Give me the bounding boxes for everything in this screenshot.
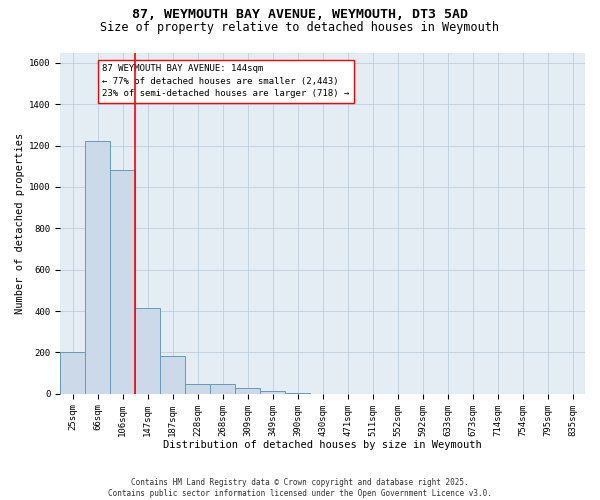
Bar [185,384,210,394]
Bar [85,142,110,394]
Y-axis label: Number of detached properties: Number of detached properties [15,132,25,314]
Text: Size of property relative to detached houses in Weymouth: Size of property relative to detached ho… [101,21,499,34]
Text: Contains HM Land Registry data © Crown copyright and database right 2025.
Contai: Contains HM Land Registry data © Crown c… [108,478,492,498]
Bar [285,393,310,394]
Bar [160,356,185,394]
Text: 87, WEYMOUTH BAY AVENUE, WEYMOUTH, DT3 5AD: 87, WEYMOUTH BAY AVENUE, WEYMOUTH, DT3 5… [132,8,468,20]
X-axis label: Distribution of detached houses by size in Weymouth: Distribution of detached houses by size … [163,440,482,450]
Text: 87 WEYMOUTH BAY AVENUE: 144sqm
← 77% of detached houses are smaller (2,443)
23% : 87 WEYMOUTH BAY AVENUE: 144sqm ← 77% of … [103,64,350,98]
Bar [110,170,136,394]
Bar [210,384,235,394]
Bar [61,352,85,394]
Bar [260,392,285,394]
Bar [136,308,160,394]
Bar [235,388,260,394]
